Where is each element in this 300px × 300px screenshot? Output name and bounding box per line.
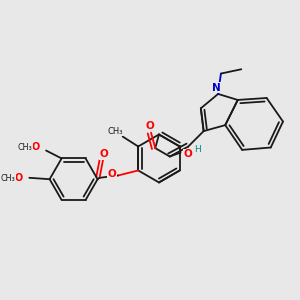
Text: O: O (31, 142, 40, 152)
Text: O: O (14, 173, 23, 183)
Text: O: O (184, 149, 193, 159)
Text: N: N (212, 83, 221, 93)
Text: O: O (100, 149, 109, 159)
Text: CH₃: CH₃ (107, 127, 122, 136)
Text: CH₃: CH₃ (18, 143, 32, 152)
Text: O: O (107, 169, 116, 179)
Text: H: H (194, 145, 200, 154)
Text: CH₃: CH₃ (1, 174, 16, 183)
Text: O: O (145, 122, 154, 131)
